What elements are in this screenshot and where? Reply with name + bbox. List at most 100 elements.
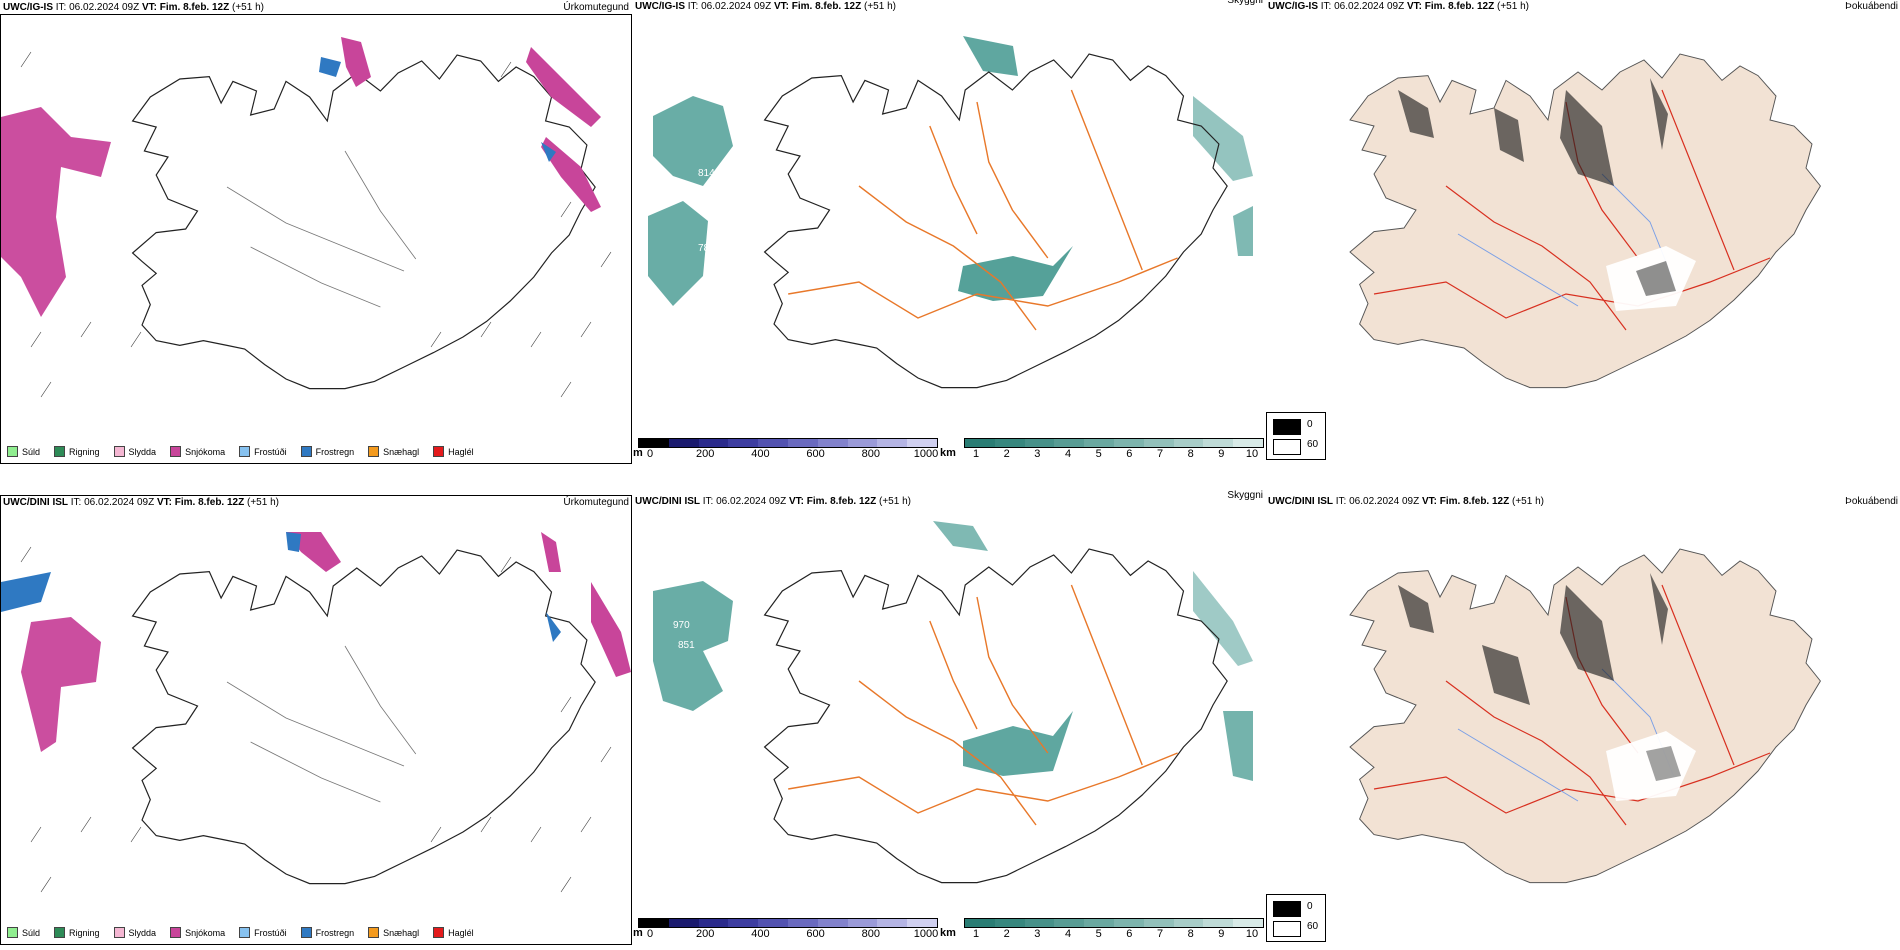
height-scale-bottom: 0 200 400 600 800 1000: [638, 918, 938, 940]
scale-step: [1024, 439, 1055, 447]
fog-title-top: UWC/IG-IS IT: 06.02.2024 09Z VT: Fim. 8.…: [1268, 1, 1529, 12]
legend-item: Snjókoma: [170, 927, 225, 938]
scale-tick: 800: [861, 928, 880, 940]
scale-step: [1173, 919, 1204, 927]
legend-item: Súld: [7, 446, 40, 457]
scale-tick: 5: [1095, 928, 1102, 940]
visibility-scale-top: 1 2 3 4 5 6 7 8 9 10: [964, 438, 1264, 460]
legend-item: Slydda: [113, 927, 156, 938]
legend-item: Haglél: [433, 446, 474, 457]
legend-item: Súld: [7, 927, 40, 938]
scale-step: [1233, 439, 1263, 447]
fog-legend-top: 0 60: [1266, 412, 1326, 460]
scale-step: [1113, 919, 1144, 927]
scale-step: [787, 439, 818, 447]
scale-tick: 8: [1187, 928, 1194, 940]
cloud-label: 786: [698, 243, 715, 254]
cloud-label: 814: [698, 168, 715, 179]
scale-step: [817, 919, 848, 927]
scale-step: [728, 919, 759, 927]
scale-tick: 600: [806, 448, 825, 460]
cloud-label: 217: [1111, 743, 1128, 754]
fog-panel-top: UWC/IG-IS IT: 06.02.2024 09Z VT: Fim. 8.…: [1266, 1, 1900, 464]
scale-step: [728, 439, 759, 447]
scale-step: [1054, 919, 1085, 927]
legend-swatch: [300, 927, 312, 938]
scale-tick: 5: [1095, 448, 1102, 460]
legend-swatch: [368, 927, 380, 938]
scale-step: [639, 439, 669, 447]
scale-tick: 1: [972, 928, 980, 940]
snow-area-west-bottom: [21, 617, 101, 752]
scale-step: [1143, 439, 1174, 447]
legend-swatch: [7, 446, 18, 457]
legend-swatch: [113, 446, 125, 457]
legend-swatch: [54, 446, 66, 457]
scale-step: [787, 919, 818, 927]
scale-step: [668, 919, 699, 927]
height-scale-top: 0 200 400 600 800 1000: [638, 438, 938, 460]
scale-step: [698, 919, 729, 927]
legend-item: Rigning: [54, 446, 100, 457]
precip-panel-top: UWC/IG-IS IT: 06.02.2024 09Z VT: Fim. 8.…: [0, 2, 632, 464]
legend-swatch: [239, 927, 251, 938]
legend-item: Frostregn: [300, 927, 354, 938]
scale-step: [907, 919, 937, 927]
scale-step: [1173, 439, 1204, 447]
scale-tick: 3: [1034, 448, 1041, 460]
scale-tick: 2: [1003, 448, 1010, 460]
fog-map-bottom: [1349, 548, 1822, 884]
cloud-panel-name-top: Skyggni: [1227, 0, 1263, 6]
cloud-panel-top: UWC/IG-IS IT: 06.02.2024 09Z VT: Fim. 8.…: [633, 0, 1265, 464]
legend-swatch: [239, 446, 251, 457]
precip-map-bottom: [1, 532, 631, 893]
legend-item: Snæhagl: [368, 927, 419, 938]
scale-step: [877, 439, 908, 447]
visibility-unit-bottom: km: [940, 927, 956, 939]
scale-tick: 0: [646, 928, 654, 940]
scale-step: [1113, 439, 1144, 447]
scale-step: [1203, 439, 1234, 447]
scale-step: [1084, 439, 1114, 447]
scale-step: [1143, 919, 1174, 927]
legend-item: Frostregn: [300, 446, 354, 457]
scale-step: [847, 919, 878, 927]
scale-step: [1233, 919, 1263, 927]
fog-panel-name-top: Þokuábendi: [1845, 1, 1898, 12]
scale-step: [817, 439, 848, 447]
precip-panel-bottom: UWC/DINI ISL IT: 06.02.2024 09Z VT: Fim.…: [0, 495, 632, 945]
legend-item: Snjókoma: [170, 446, 225, 457]
snow-area-north-top: [341, 37, 371, 87]
snow-area-ne-top: [526, 47, 601, 127]
scale-step: [847, 439, 878, 447]
scale-step: [1084, 919, 1114, 927]
cloud-title-top: UWC/IG-IS IT: 06.02.2024 09Z VT: Fim. 8.…: [635, 1, 896, 12]
legend-item: Frostúði: [239, 927, 287, 938]
scale-step: [877, 919, 908, 927]
precip-title-top: UWC/IG-IS IT: 06.02.2024 09Z VT: Fim. 8.…: [3, 2, 264, 13]
cloud-panel-bottom: UWC/DINI ISL IT: 06.02.2024 09Z VT: Fim.…: [633, 490, 1265, 945]
scale-tick: 9: [1218, 448, 1225, 460]
precip-panel-name-bottom: Úrkomutegund: [563, 497, 629, 508]
precip-title-bottom: UWC/DINI ISL IT: 06.02.2024 09Z VT: Fim.…: [3, 497, 279, 508]
scale-tick: 7: [1156, 928, 1164, 940]
scale-tick: 200: [696, 448, 715, 460]
scale-tick: 200: [696, 928, 715, 940]
snow-area-west-top: [1, 107, 111, 317]
legend-swatch: [7, 927, 18, 938]
scale-step: [994, 919, 1025, 927]
scale-tick: 4: [1064, 928, 1072, 940]
cloud-label: 851: [678, 640, 695, 651]
scale-step: [965, 919, 995, 927]
fog-legend-bottom: 0 60: [1266, 894, 1326, 942]
scale-tick: 8: [1187, 448, 1194, 460]
visibility-scale-bottom: 1 2 3 4 5 6 7 8 9 10: [964, 918, 1264, 940]
scale-tick: 400: [751, 448, 770, 460]
scale-tick: 6: [1126, 448, 1133, 460]
scale-tick: 7: [1156, 448, 1164, 460]
scale-tick: 6: [1126, 928, 1133, 940]
scale-step: [758, 919, 788, 927]
scale-tick: 1000: [913, 448, 939, 460]
fog-panel-bottom: UWC/DINI ISL IT: 06.02.2024 09Z VT: Fim.…: [1266, 495, 1900, 945]
scale-step: [907, 439, 937, 447]
